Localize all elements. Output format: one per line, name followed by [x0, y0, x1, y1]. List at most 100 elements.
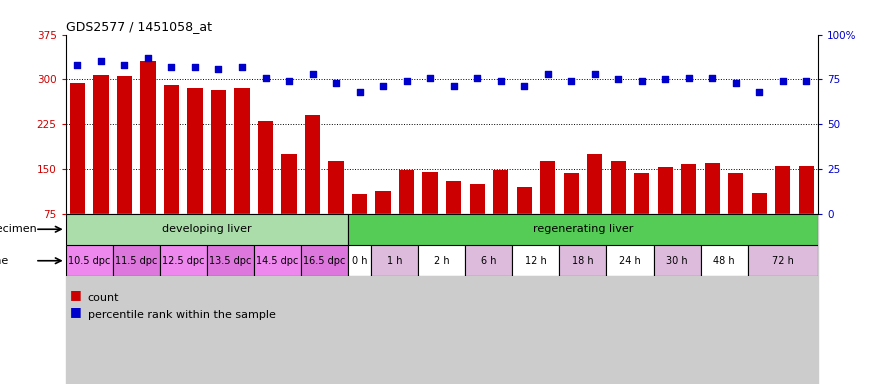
Point: [517, 83, 531, 89]
Point: [329, 80, 343, 86]
Point: [493, 78, 507, 84]
Bar: [728, 173, 744, 214]
Point: [634, 78, 648, 84]
Point: [564, 78, 578, 84]
Point: [258, 74, 272, 81]
Bar: [375, 191, 391, 214]
Bar: [371, 245, 418, 276]
Bar: [301, 245, 348, 276]
Bar: [470, 184, 485, 214]
Bar: [559, 245, 606, 276]
Text: 6 h: 6 h: [481, 256, 497, 266]
Point: [658, 76, 672, 83]
Text: 1 h: 1 h: [387, 256, 402, 266]
Bar: [140, 61, 156, 214]
Point: [282, 78, 296, 84]
Text: 16.5 dpc: 16.5 dpc: [303, 256, 346, 266]
Text: developing liver: developing liver: [162, 224, 251, 234]
Bar: [94, 74, 108, 214]
Bar: [116, 76, 132, 214]
Text: 24 h: 24 h: [620, 256, 640, 266]
Bar: [606, 245, 654, 276]
Bar: [752, 193, 767, 214]
Text: 12 h: 12 h: [525, 256, 547, 266]
Bar: [70, 83, 85, 214]
Point: [470, 74, 484, 81]
Text: 10.5 dpc: 10.5 dpc: [68, 256, 110, 266]
Point: [776, 78, 790, 84]
Bar: [423, 172, 438, 214]
Bar: [282, 154, 297, 214]
Text: time: time: [0, 256, 9, 266]
Point: [705, 74, 719, 81]
Point: [117, 62, 131, 68]
Bar: [258, 121, 273, 214]
Bar: [187, 88, 203, 214]
Bar: [254, 245, 301, 276]
Bar: [418, 245, 466, 276]
Point: [353, 89, 367, 95]
Point: [376, 83, 390, 89]
Bar: [352, 194, 367, 214]
Bar: [681, 164, 696, 214]
Text: ■: ■: [70, 288, 81, 301]
Text: 14.5 dpc: 14.5 dpc: [256, 256, 298, 266]
Bar: [513, 245, 559, 276]
Point: [164, 64, 178, 70]
Bar: [466, 245, 513, 276]
Bar: [206, 245, 254, 276]
Point: [682, 74, 696, 81]
Point: [188, 64, 202, 70]
Bar: [328, 161, 344, 214]
Text: 48 h: 48 h: [713, 256, 735, 266]
Point: [212, 66, 226, 72]
Point: [235, 64, 249, 70]
Point: [541, 71, 555, 77]
Bar: [66, 214, 348, 245]
Text: 0 h: 0 h: [352, 256, 367, 266]
Bar: [747, 245, 818, 276]
Bar: [234, 88, 249, 214]
Text: 12.5 dpc: 12.5 dpc: [162, 256, 205, 266]
Point: [800, 78, 814, 84]
Bar: [564, 173, 579, 214]
Point: [588, 71, 602, 77]
Point: [446, 83, 460, 89]
Bar: [658, 167, 673, 214]
Text: regenerating liver: regenerating liver: [533, 224, 634, 234]
Text: ■: ■: [70, 305, 81, 318]
Bar: [211, 90, 226, 214]
Text: specimen: specimen: [0, 224, 37, 234]
Bar: [704, 163, 720, 214]
Text: percentile rank within the sample: percentile rank within the sample: [88, 310, 276, 320]
Point: [752, 89, 766, 95]
Text: 13.5 dpc: 13.5 dpc: [209, 256, 251, 266]
Bar: [540, 161, 556, 214]
Bar: [348, 245, 371, 276]
Bar: [66, 245, 113, 276]
Text: 18 h: 18 h: [572, 256, 594, 266]
Point: [400, 78, 414, 84]
Bar: [775, 166, 790, 214]
Text: 30 h: 30 h: [666, 256, 688, 266]
Text: 72 h: 72 h: [772, 256, 794, 266]
Point: [612, 76, 626, 83]
Point: [70, 62, 84, 68]
Bar: [654, 245, 701, 276]
Bar: [164, 84, 179, 214]
Bar: [113, 245, 160, 276]
Text: GDS2577 / 1451058_at: GDS2577 / 1451058_at: [66, 20, 212, 33]
Bar: [304, 115, 320, 214]
Bar: [399, 170, 414, 214]
Bar: [634, 173, 649, 214]
Point: [424, 74, 438, 81]
Bar: [516, 187, 532, 214]
Text: 11.5 dpc: 11.5 dpc: [115, 256, 158, 266]
Bar: [799, 166, 814, 214]
Text: 2 h: 2 h: [434, 256, 450, 266]
Bar: [160, 245, 206, 276]
Bar: [587, 154, 602, 214]
Point: [305, 71, 319, 77]
Bar: [348, 214, 818, 245]
Bar: [701, 245, 747, 276]
